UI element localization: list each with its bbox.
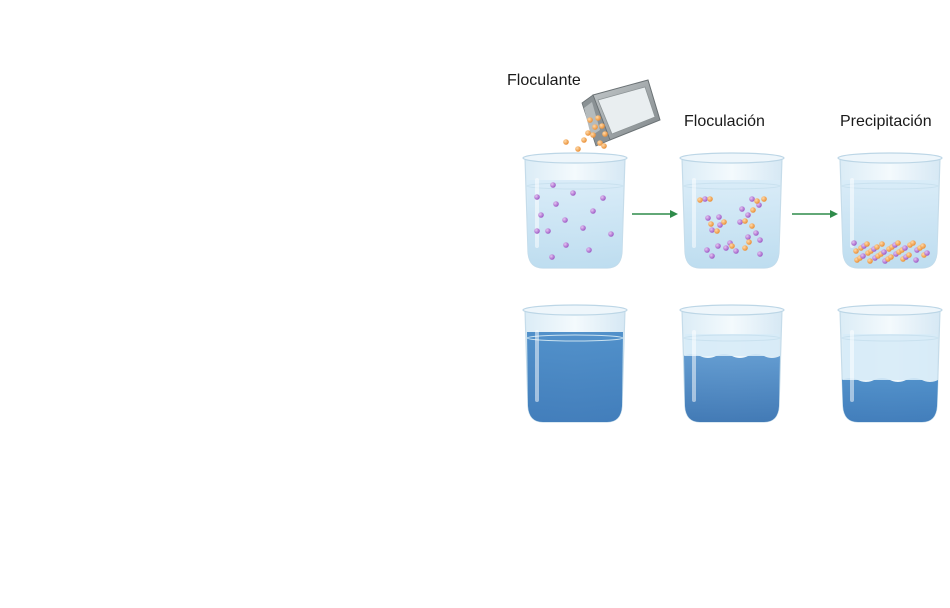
flocculant-particle (910, 240, 916, 246)
flocculant-particle (595, 115, 601, 121)
impurity-particle (737, 219, 743, 225)
impurity-particle (586, 247, 592, 253)
impurity-particle (902, 245, 908, 251)
flocculant-particle (590, 132, 596, 138)
beaker-flocculation-particles (679, 152, 785, 269)
beaker-precipitation-particles (837, 152, 943, 269)
flocculant-particle (601, 143, 607, 149)
impurity-particle (550, 182, 556, 188)
flocculant-particle (708, 221, 714, 227)
flocculant-particle (602, 131, 608, 137)
flocculant-particle (879, 241, 885, 247)
flocculant-particle (895, 240, 901, 246)
impurity-particle (757, 251, 763, 257)
impurity-particle (590, 208, 596, 214)
flocculant-particle (575, 146, 581, 152)
impurity-particle (570, 190, 576, 196)
flocculation-label: Floculación (684, 113, 765, 130)
flocculant-particle (729, 243, 735, 249)
impurity-particle (538, 212, 544, 218)
flocculant-particle (754, 198, 760, 204)
flocculant-particle (888, 254, 894, 260)
flocculant-particle (864, 241, 870, 247)
impurity-particle (545, 228, 551, 234)
impurity-particle (705, 215, 711, 221)
impurity-particle (534, 228, 540, 234)
impurity-particle (924, 250, 930, 256)
impurity-particle (745, 234, 751, 240)
flocculant-particle (742, 218, 748, 224)
impurity-particle (723, 245, 729, 251)
flocculant-particle (599, 123, 605, 129)
impurity-particle (733, 248, 739, 254)
impurity-particle (553, 201, 559, 207)
flocculant-particle (749, 223, 755, 229)
impurity-particle (757, 237, 763, 243)
beaker-flocculation-water (679, 304, 785, 423)
arrow-right-icon (632, 210, 678, 218)
flocculant-particle (585, 130, 591, 136)
impurity-particle (534, 194, 540, 200)
impurity-particle (600, 195, 606, 201)
flocculant-particle (587, 117, 593, 123)
flocculant-particle (592, 124, 598, 130)
precipitation-label: Precipitación (840, 113, 932, 130)
flocculant-particle (746, 239, 752, 245)
impurity-particle (608, 231, 614, 237)
impurity-particle (739, 206, 745, 212)
flocculant-particle (597, 140, 603, 146)
impurity-particle (709, 227, 715, 233)
impurity-particle (913, 257, 919, 263)
flocculant-particle (867, 258, 873, 264)
impurity-particle (716, 214, 722, 220)
impurity-particle (702, 196, 708, 202)
arrow-right-icon (792, 210, 838, 218)
flocculant-particle (750, 207, 756, 213)
flocculant-particle (563, 139, 569, 145)
impurity-particle (749, 196, 755, 202)
flocculant-particle (581, 137, 587, 143)
beaker-precipitation-water (837, 304, 943, 423)
flocculant-particle (697, 197, 703, 203)
flocculant-particle (721, 219, 727, 225)
flocculant-particle (906, 252, 912, 258)
flocculant-label: Floculante (507, 72, 581, 89)
impurity-particle (717, 222, 723, 228)
flocculant-particle (761, 196, 767, 202)
flocculant-particle (742, 245, 748, 251)
impurity-particle (715, 243, 721, 249)
flocculant-particle (714, 228, 720, 234)
flocculant-particle (853, 248, 859, 254)
impurity-particle (704, 247, 710, 253)
impurity-particle (753, 230, 759, 236)
flocculant-particle (920, 243, 926, 249)
impurity-particle (709, 253, 715, 259)
impurity-particle (881, 249, 887, 255)
beaker-flocculant-particles (522, 152, 628, 269)
impurity-particle (563, 242, 569, 248)
impurity-particle (851, 240, 857, 246)
beaker-flocculant-water (522, 304, 628, 423)
impurity-particle (745, 212, 751, 218)
impurity-particle (580, 225, 586, 231)
impurity-particle (549, 254, 555, 260)
flocculant-particle (707, 196, 713, 202)
impurity-particle (562, 217, 568, 223)
flocculant-particle (874, 244, 880, 250)
impurity-particle (860, 253, 866, 259)
